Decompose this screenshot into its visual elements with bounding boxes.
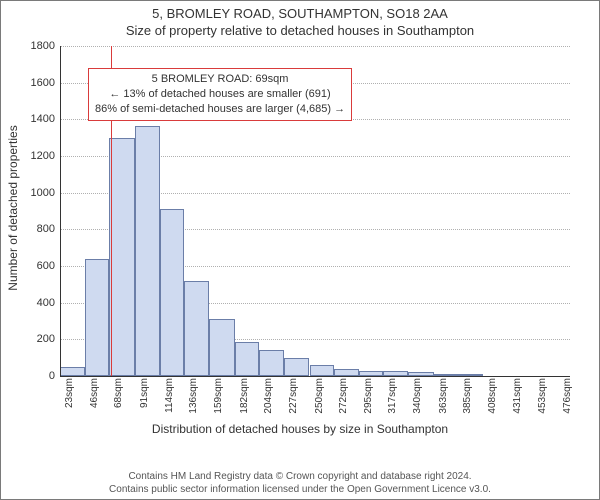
gridline — [60, 46, 570, 47]
y-axis-line — [60, 46, 61, 376]
x-tick-label: 23sqm — [64, 378, 75, 422]
x-tick-label: 204sqm — [263, 378, 274, 422]
x-tick-label: 227sqm — [288, 378, 299, 422]
x-tick-label: 272sqm — [338, 378, 349, 422]
x-tick-label: 363sqm — [438, 378, 449, 422]
info-box: 5 BROMLEY ROAD: 69sqm← 13% of detached h… — [88, 68, 352, 121]
x-tick-label: 408sqm — [487, 378, 498, 422]
histogram-bar — [284, 358, 309, 376]
info-box-line: 5 BROMLEY ROAD: 69sqm — [95, 72, 345, 87]
x-tick-label: 114sqm — [164, 378, 175, 422]
histogram-bar — [85, 259, 109, 376]
x-axis-label: Distribution of detached houses by size … — [0, 422, 600, 436]
histogram-bar — [209, 319, 234, 376]
footer: Contains HM Land Registry data © Crown c… — [0, 470, 600, 500]
y-tick-label: 200 — [15, 333, 55, 345]
y-tick-label: 400 — [15, 297, 55, 309]
x-tick-label: 295sqm — [363, 378, 374, 422]
chart-container: Number of detached properties 5 BROMLEY … — [0, 38, 600, 438]
x-tick-label: 136sqm — [188, 378, 199, 422]
info-box-line: 86% of semi-detached houses are larger (… — [95, 102, 345, 117]
chart-subtitle: Size of property relative to detached ho… — [0, 23, 600, 38]
y-tick-label: 1600 — [15, 77, 55, 89]
x-tick-label: 385sqm — [462, 378, 473, 422]
y-tick-label: 600 — [15, 260, 55, 272]
info-box-line: ← 13% of detached houses are smaller (69… — [95, 87, 345, 102]
x-tick-label: 68sqm — [113, 378, 124, 422]
x-tick-label: 431sqm — [512, 378, 523, 422]
y-tick-label: 1400 — [15, 113, 55, 125]
x-axis-line — [60, 376, 570, 377]
x-tick-label: 159sqm — [213, 378, 224, 422]
histogram-bar — [135, 126, 160, 376]
histogram-bar — [259, 350, 284, 376]
y-tick-label: 1000 — [15, 187, 55, 199]
x-tick-label: 340sqm — [412, 378, 423, 422]
x-tick-label: 250sqm — [314, 378, 325, 422]
x-tick-label: 453sqm — [537, 378, 548, 422]
x-tick-label: 317sqm — [387, 378, 398, 422]
plot-area: 5 BROMLEY ROAD: 69sqm← 13% of detached h… — [60, 46, 570, 376]
title-block: 5, BROMLEY ROAD, SOUTHAMPTON, SO18 2AA S… — [0, 0, 600, 38]
chart-title: 5, BROMLEY ROAD, SOUTHAMPTON, SO18 2AA — [0, 6, 600, 21]
x-tick-label: 91sqm — [139, 378, 150, 422]
histogram-bar — [184, 281, 209, 376]
x-tick-label: 182sqm — [239, 378, 250, 422]
x-tick-label: 476sqm — [562, 378, 573, 422]
y-tick-label: 1200 — [15, 150, 55, 162]
histogram-bar — [109, 138, 134, 376]
footer-line-1: Contains HM Land Registry data © Crown c… — [0, 470, 600, 483]
y-tick-label: 0 — [15, 370, 55, 382]
y-tick-label: 1800 — [15, 40, 55, 52]
histogram-bar — [160, 209, 184, 376]
histogram-bar — [235, 342, 259, 376]
y-tick-label: 800 — [15, 223, 55, 235]
histogram-bar — [310, 365, 334, 376]
histogram-bar — [334, 369, 359, 376]
x-tick-label: 46sqm — [89, 378, 100, 422]
histogram-bar — [60, 367, 85, 376]
footer-line-2: Contains public sector information licen… — [0, 483, 600, 496]
